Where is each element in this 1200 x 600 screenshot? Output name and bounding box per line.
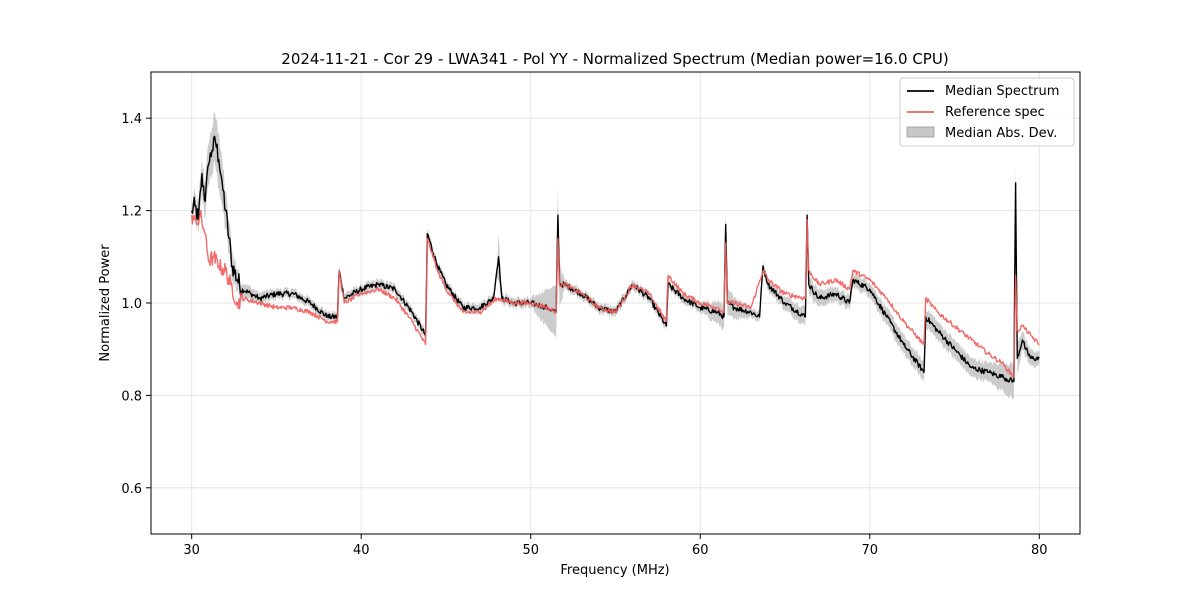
y-tick-label: 1.0 — [121, 297, 142, 312]
legend-label-mad: Median Abs. Dev. — [945, 126, 1057, 141]
legend: Median Spectrum Reference spec Median Ab… — [899, 77, 1075, 147]
y-axis-label: Normalized Power — [98, 244, 113, 362]
x-axis-ticks: 30 40 50 60 70 80 — [183, 534, 1048, 558]
plot-area — [191, 111, 1040, 400]
x-tick-label: 80 — [1031, 543, 1048, 558]
y-tick-label: 1.2 — [121, 205, 142, 220]
x-tick-label: 60 — [692, 543, 709, 558]
x-tick-label: 50 — [522, 543, 539, 558]
legend-label-median: Median Spectrum — [945, 84, 1059, 99]
x-tick-label: 40 — [353, 543, 370, 558]
y-tick-label: 1.4 — [121, 112, 142, 127]
y-tick-label: 0.6 — [121, 482, 142, 497]
y-tick-label: 0.8 — [121, 389, 142, 404]
y-axis-ticks: 0.6 0.8 1.0 1.2 1.4 — [121, 112, 151, 497]
x-axis-label: Frequency (MHz) — [560, 563, 669, 578]
chart-title: 2024-11-21 - Cor 29 - LWA341 - Pol YY - … — [281, 50, 948, 68]
x-tick-label: 30 — [183, 543, 200, 558]
reference-spec-line — [191, 209, 1040, 378]
legend-label-reference: Reference spec — [945, 105, 1045, 120]
x-tick-label: 70 — [862, 543, 879, 558]
legend-swatch-mad — [906, 126, 935, 138]
legend-box — [899, 77, 1075, 147]
